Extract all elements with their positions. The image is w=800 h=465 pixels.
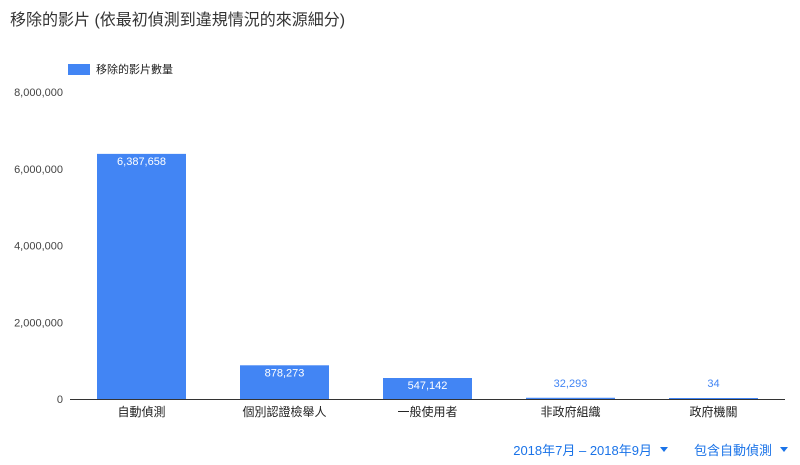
detection-filter-label: 包含自動偵測 [693,443,772,458]
legend-label: 移除的影片數量 [96,64,173,76]
bar [669,398,758,399]
x-tick-label: 自動偵測 [117,405,165,419]
data-label: 878,273 [265,367,305,379]
data-label: 32,293 [554,378,588,390]
x-tick-label: 非政府組織 [540,404,600,419]
bar [240,365,329,399]
y-tick-label: 0 [57,394,63,406]
y-tick-label: 6,000,000 [14,164,63,176]
chevron-down-icon [780,447,788,452]
chart-title: 移除的影片 (依最初偵測到違規情況的來源細分) [10,12,346,29]
bar [383,378,472,399]
legend: 移除的影片數量 [68,61,173,77]
bar-chart: 0 2,000,000 4,000,000 6,000,000 8,000,000 6,3… [14,87,785,419]
data-label: 547,142 [408,380,448,392]
x-tick-label: 個別認證檢舉人 [242,404,326,419]
legend-swatch [68,63,90,75]
filter-bar: 2018年7月 – 2018年9月 包含自動偵測 [513,440,788,459]
date-range-label: 2018年7月 – 2018年9月 [513,443,652,458]
chevron-down-icon [659,447,668,452]
y-tick-label: 4,000,000 [14,241,63,253]
y-tick-label: 2,000,000 [14,317,63,329]
x-tick-label: 政府機關 [689,404,737,419]
data-label: 34 [707,378,719,390]
detection-filter-dropdown[interactable]: 包含自動偵測 [694,440,788,459]
data-label: 6,387,658 [117,156,166,168]
bar [97,153,186,399]
x-tick-label: 一般使用者 [397,404,457,419]
y-tick-label: 8,000,000 [14,87,63,99]
date-range-dropdown[interactable]: 2018年7月 – 2018年9月 [513,440,668,459]
bar [526,397,615,399]
